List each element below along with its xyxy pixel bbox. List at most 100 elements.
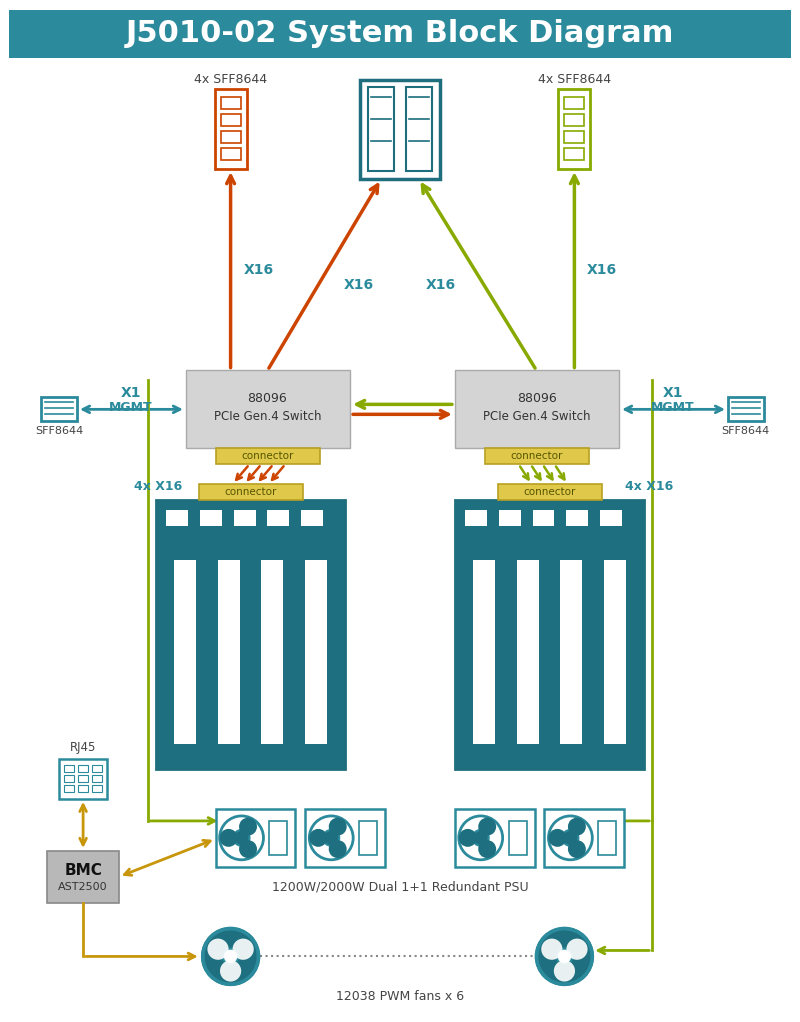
Bar (728, 398, 764, 421)
Bar (166, 510, 188, 526)
Circle shape (542, 938, 562, 960)
Bar (214, 90, 246, 170)
Circle shape (220, 816, 263, 860)
Text: PCIe Gen.4 Switch: PCIe Gen.4 Switch (214, 410, 322, 423)
Text: J5010-02 System Block Diagram: J5010-02 System Block Diagram (126, 19, 674, 48)
Bar (565, 148, 584, 160)
Bar (509, 821, 526, 854)
Text: SFF8644: SFF8644 (722, 426, 770, 436)
Bar (306, 560, 327, 744)
Circle shape (566, 938, 587, 960)
Bar (600, 510, 622, 526)
Circle shape (473, 830, 489, 846)
Text: X16: X16 (344, 278, 374, 292)
Bar (221, 148, 241, 160)
Bar (545, 809, 624, 867)
Text: X16: X16 (426, 278, 456, 292)
Text: connector: connector (510, 451, 562, 461)
Bar (186, 371, 350, 449)
Bar (174, 560, 196, 744)
Text: AST2500: AST2500 (58, 882, 108, 891)
Bar (604, 560, 626, 744)
Circle shape (220, 829, 238, 847)
Text: connector: connector (523, 487, 576, 497)
Bar (517, 560, 538, 744)
Text: 4x SFF8644: 4x SFF8644 (538, 73, 611, 86)
Bar (455, 371, 619, 449)
Circle shape (220, 961, 241, 981)
Bar (485, 449, 590, 464)
Circle shape (234, 830, 250, 846)
Bar (267, 510, 290, 526)
Bar (216, 449, 320, 464)
Bar (200, 510, 222, 526)
Circle shape (323, 830, 339, 846)
Bar (565, 97, 584, 109)
Bar (92, 775, 102, 782)
Bar (302, 510, 323, 526)
Bar (221, 97, 241, 109)
Bar (566, 510, 588, 526)
Bar (216, 809, 295, 867)
Circle shape (222, 948, 238, 965)
Bar (561, 560, 582, 744)
Circle shape (568, 840, 586, 858)
Circle shape (568, 818, 586, 836)
Bar (533, 510, 554, 526)
Bar (498, 484, 602, 500)
Bar (598, 821, 616, 854)
Text: RJ45: RJ45 (70, 741, 96, 753)
Bar (306, 809, 385, 867)
Text: MGMT: MGMT (109, 401, 153, 414)
Text: X16: X16 (243, 263, 274, 277)
Text: 4x X16: 4x X16 (625, 479, 674, 493)
Text: MGMT: MGMT (651, 401, 695, 414)
Circle shape (239, 818, 257, 836)
Bar (78, 765, 88, 772)
Circle shape (207, 938, 229, 960)
Circle shape (537, 929, 592, 984)
Text: 12038 PWM fans x 6: 12038 PWM fans x 6 (336, 990, 464, 1003)
Circle shape (549, 816, 592, 860)
Bar (498, 510, 521, 526)
Bar (92, 765, 102, 772)
Text: 88096: 88096 (517, 391, 556, 405)
Bar (42, 398, 77, 421)
Text: connector: connector (242, 451, 294, 461)
Bar (156, 500, 345, 770)
Bar (78, 775, 88, 782)
Bar (465, 510, 486, 526)
Bar (59, 759, 107, 799)
Circle shape (458, 829, 477, 847)
Circle shape (310, 829, 327, 847)
Bar (360, 80, 440, 179)
Bar (565, 131, 584, 143)
Bar (92, 785, 102, 792)
Bar (218, 560, 239, 744)
Circle shape (549, 829, 566, 847)
Text: connector: connector (224, 487, 277, 497)
Bar (565, 114, 584, 127)
Circle shape (458, 816, 502, 860)
Bar (262, 560, 283, 744)
Circle shape (554, 961, 575, 981)
Bar (406, 88, 432, 171)
Circle shape (239, 840, 257, 858)
Text: SFF8644: SFF8644 (35, 426, 83, 436)
Circle shape (202, 929, 258, 984)
Text: PCIe Gen.4 Switch: PCIe Gen.4 Switch (482, 410, 590, 423)
Bar (221, 131, 241, 143)
Bar (359, 821, 377, 854)
Bar (455, 500, 644, 770)
Circle shape (478, 840, 496, 858)
Circle shape (478, 818, 496, 836)
Circle shape (562, 830, 578, 846)
Text: 4x SFF8644: 4x SFF8644 (194, 73, 267, 86)
Bar (64, 765, 74, 772)
Bar (473, 560, 494, 744)
Bar (64, 785, 74, 792)
Circle shape (329, 840, 346, 858)
Bar (78, 785, 88, 792)
Bar (234, 510, 255, 526)
Bar (221, 114, 241, 127)
